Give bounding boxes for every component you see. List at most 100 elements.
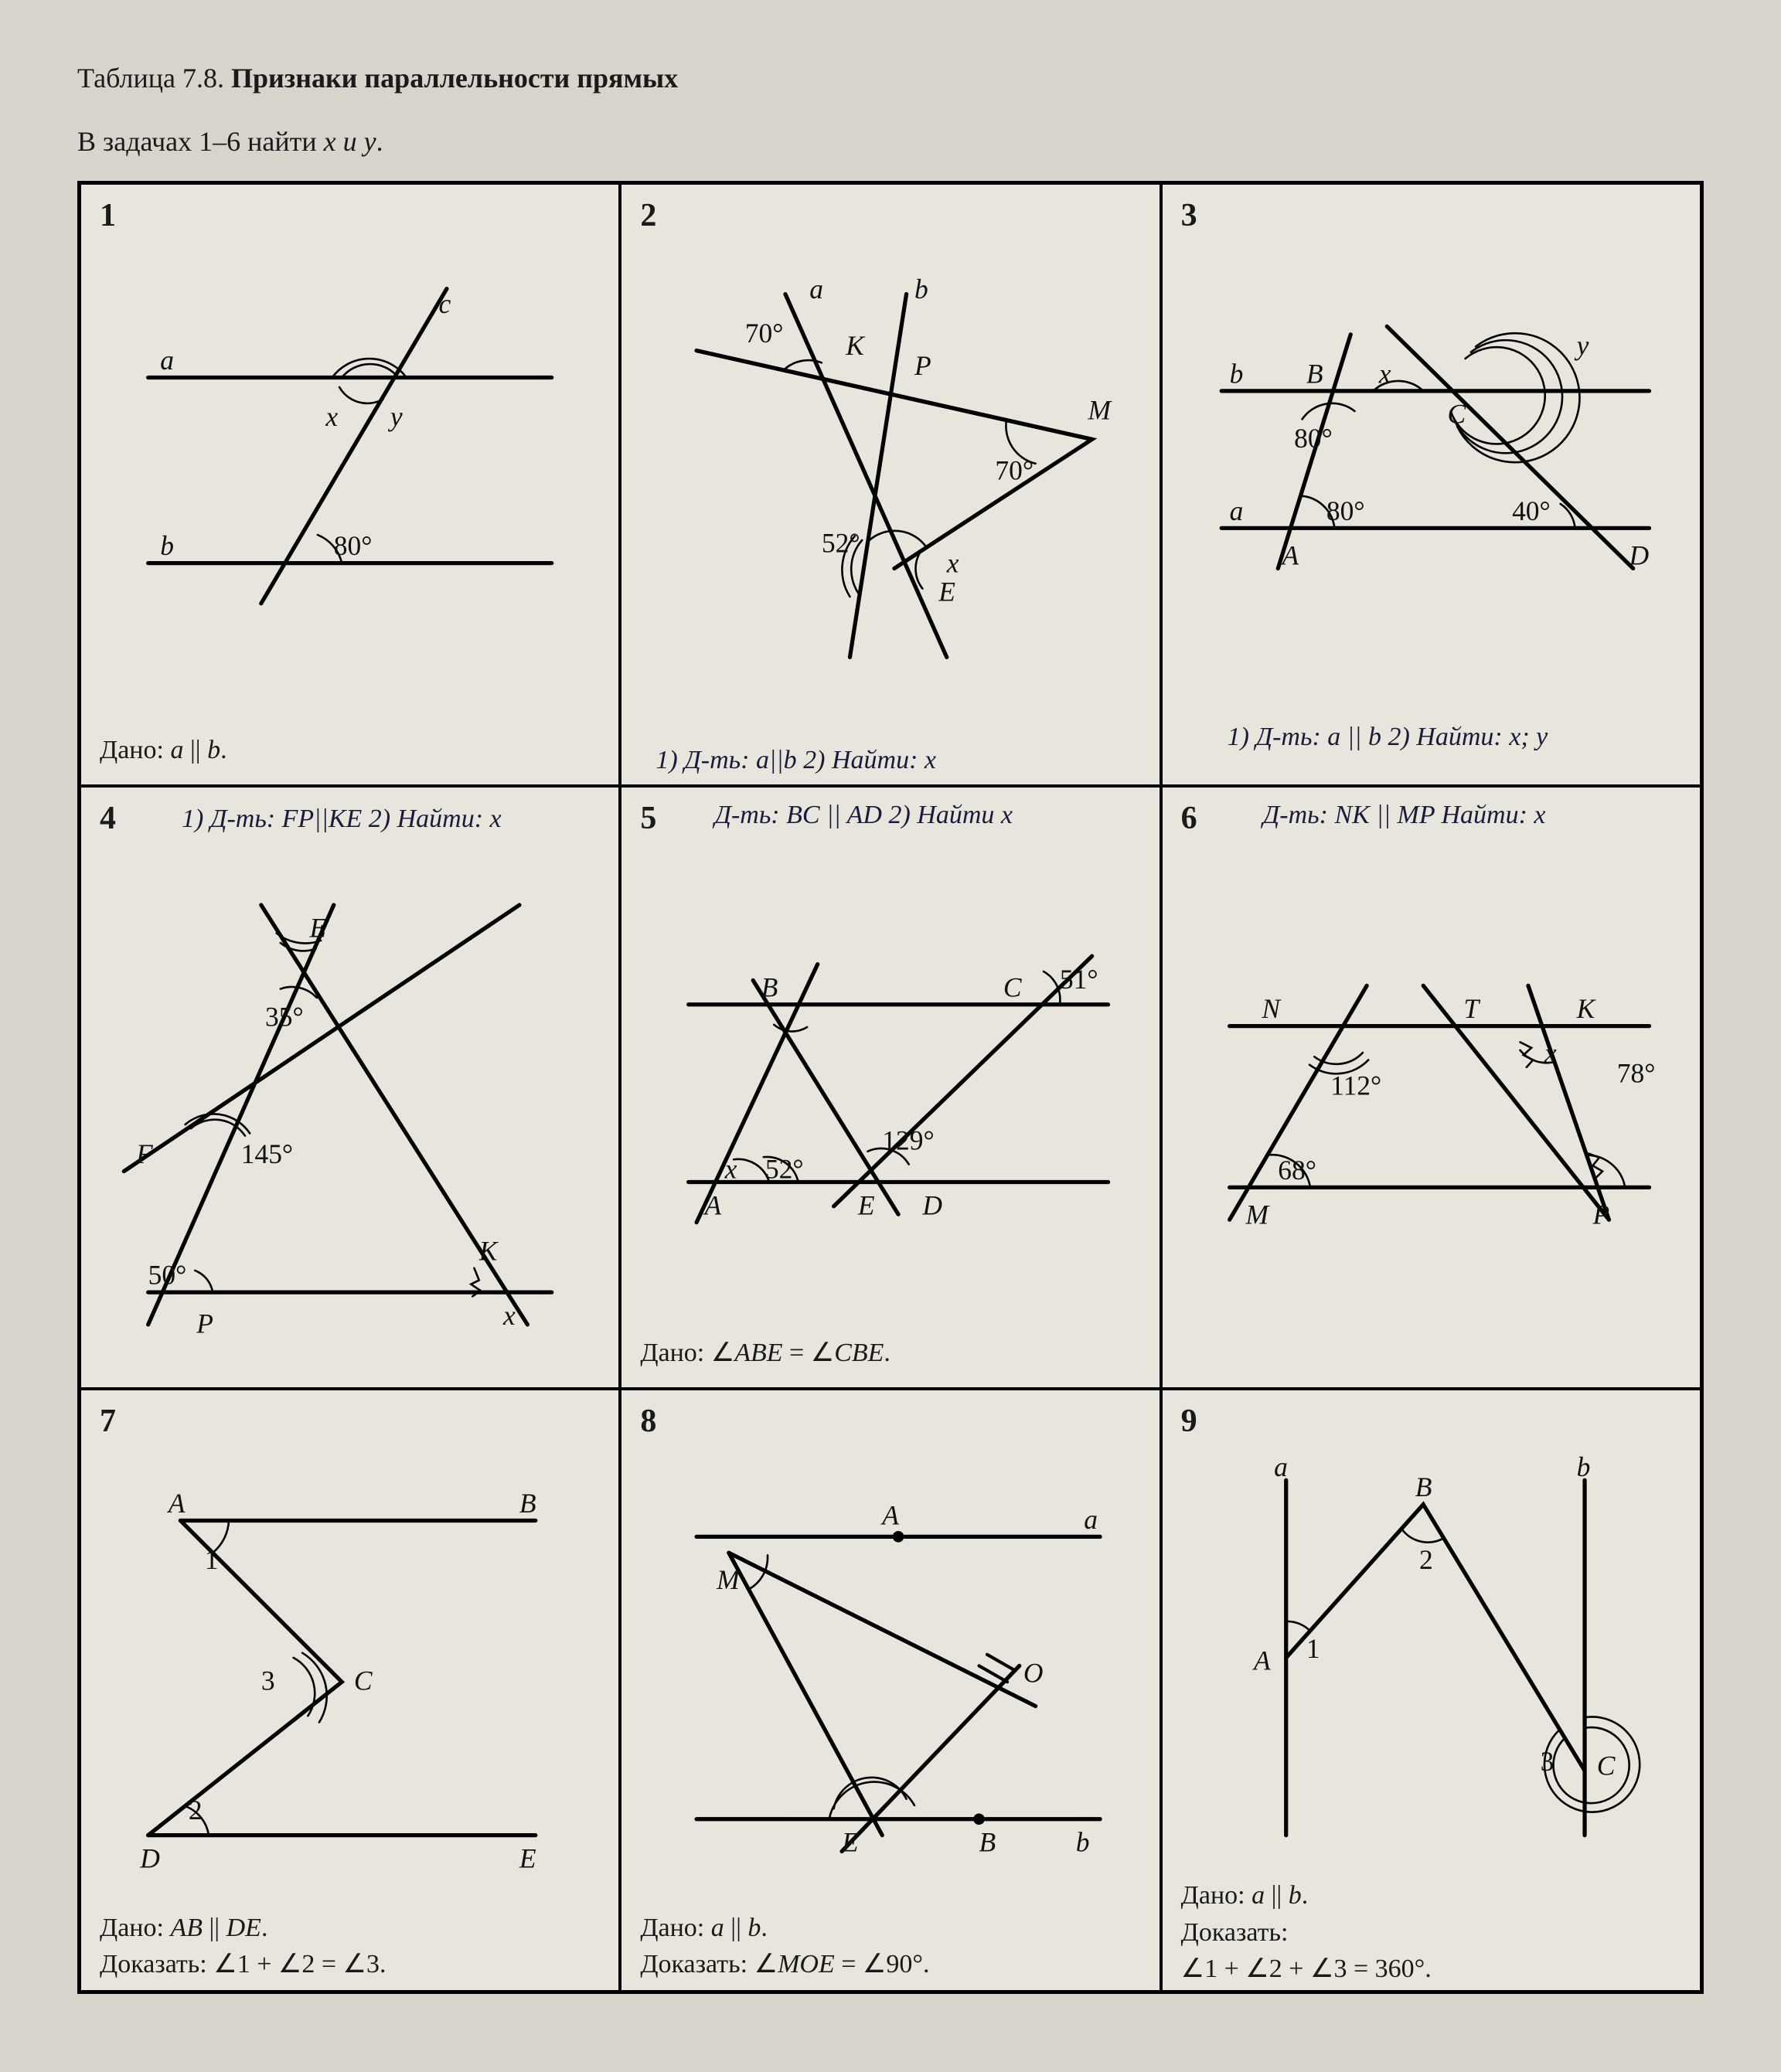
- caption-8: Дано: a || b.Доказать: ∠MOE = ∠90°.: [640, 1910, 1140, 1983]
- svg-text:C: C: [1447, 399, 1466, 430]
- svg-text:b: b: [1076, 1827, 1090, 1858]
- svg-text:52°: 52°: [822, 528, 860, 559]
- svg-text:B: B: [1415, 1471, 1432, 1502]
- svg-text:80°: 80°: [1294, 423, 1333, 454]
- handwriting-5: Д-ть: BC || AD 2) Найти x: [714, 799, 1013, 832]
- svg-text:K: K: [846, 330, 867, 361]
- svg-text:A: A: [1252, 1645, 1271, 1676]
- svg-text:M: M: [717, 1564, 742, 1595]
- svg-text:35°: 35°: [265, 1002, 304, 1033]
- svg-text:P: P: [914, 350, 931, 381]
- cell-5: 5 Д-ть: BC || AD 2) Найти x B C A E D x: [620, 786, 1160, 1389]
- caption-5: Дано: ∠ABE = ∠CBE.: [640, 1335, 1140, 1372]
- svg-text:B: B: [519, 1488, 536, 1519]
- svg-text:E: E: [841, 1827, 859, 1858]
- svg-text:a: a: [1085, 1504, 1098, 1535]
- svg-text:y: y: [1574, 330, 1589, 361]
- cell-4: 4 1) Д-ть: FP||KE 2) Найти: x E F P K x: [80, 786, 620, 1389]
- svg-text:80°: 80°: [1326, 495, 1365, 526]
- svg-text:a: a: [810, 274, 824, 305]
- svg-text:145°: 145°: [241, 1138, 293, 1169]
- svg-text:1: 1: [205, 1544, 219, 1575]
- svg-text:A: A: [167, 1488, 186, 1519]
- cell-9: 9 a b B A C 1 2 3 Дано: a || b.Доказать:…: [1161, 1389, 1701, 1992]
- diagram-4: E F P K x 35° 145° 50°: [100, 842, 600, 1372]
- diagram-1: a b c x y 80°: [100, 239, 600, 726]
- svg-text:129°: 129°: [883, 1125, 935, 1156]
- svg-text:F: F: [135, 1138, 153, 1169]
- svg-text:M: M: [1245, 1199, 1270, 1230]
- svg-text:E: E: [938, 576, 956, 607]
- cell-number: 2: [640, 197, 656, 234]
- svg-text:78°: 78°: [1616, 1058, 1655, 1089]
- svg-text:O: O: [1023, 1657, 1044, 1688]
- title-label: Таблица 7.8.: [77, 63, 224, 94]
- title-main: Признаки параллельности прямых: [231, 63, 678, 94]
- handwriting-6: Д-ть: NK || MP Найти: x: [1263, 799, 1546, 832]
- svg-text:C: C: [1003, 971, 1022, 1002]
- cell-number: 7: [100, 1403, 116, 1440]
- svg-text:B: B: [979, 1827, 996, 1858]
- svg-text:b: b: [914, 274, 928, 305]
- svg-text:E: E: [519, 1842, 536, 1873]
- svg-text:b: b: [1576, 1451, 1590, 1482]
- svg-text:A: A: [1280, 539, 1299, 570]
- svg-text:A: A: [703, 1189, 722, 1220]
- diagram-9: a b B A C 1 2 3: [1181, 1444, 1681, 1871]
- cell-number: 9: [1181, 1403, 1197, 1440]
- svg-text:a: a: [1274, 1451, 1288, 1482]
- instruction-vars: x и y: [324, 126, 376, 157]
- svg-text:40°: 40°: [1512, 495, 1551, 526]
- svg-text:E: E: [308, 913, 326, 944]
- svg-text:C: C: [1596, 1750, 1615, 1781]
- svg-text:52°: 52°: [765, 1153, 804, 1184]
- svg-text:2: 2: [1419, 1544, 1433, 1575]
- svg-text:K: K: [1575, 993, 1596, 1024]
- svg-text:x: x: [325, 401, 338, 432]
- caption-7: Дано: AB || DE.Доказать: ∠1 + ∠2 = ∠3.: [100, 1910, 600, 1983]
- caption-1: Дано: a || b.: [100, 732, 600, 769]
- cell-3: 3 b a B C A D x y: [1161, 183, 1701, 786]
- cell-number: 6: [1181, 800, 1197, 837]
- svg-text:P: P: [196, 1308, 213, 1339]
- svg-text:3: 3: [261, 1665, 275, 1696]
- svg-text:x: x: [1543, 1038, 1556, 1069]
- svg-text:x: x: [1377, 358, 1391, 389]
- svg-text:80°: 80°: [334, 530, 373, 561]
- cell-number: 8: [640, 1403, 656, 1440]
- diagram-5: B C A E D x 51° 52° 129°: [640, 842, 1140, 1329]
- svg-text:M: M: [1088, 394, 1113, 425]
- page-title: Таблица 7.8. Признаки параллельности пря…: [77, 62, 1704, 94]
- svg-text:x: x: [502, 1300, 516, 1331]
- svg-text:x: x: [946, 548, 959, 579]
- instruction: В задачах 1–6 найти x и y.: [77, 125, 1704, 158]
- svg-text:70°: 70°: [745, 318, 784, 349]
- cell-number: 4: [100, 800, 116, 837]
- svg-text:x: x: [724, 1153, 737, 1184]
- svg-text:c: c: [439, 288, 451, 319]
- cell-number: 1: [100, 197, 116, 234]
- cell-2: 2 a b K P M E 70° 70° 52°: [620, 183, 1160, 786]
- svg-text:b: b: [1229, 358, 1243, 389]
- svg-text:P: P: [1592, 1199, 1609, 1230]
- svg-text:a: a: [1229, 495, 1243, 526]
- svg-text:N: N: [1261, 993, 1282, 1024]
- diagram-7: A B C D E 1 3 2: [100, 1444, 600, 1904]
- svg-text:B: B: [761, 971, 778, 1002]
- handwriting-3: 1) Д-ть: a || b 2) Найти: x; y: [1228, 721, 1548, 754]
- svg-text:112°: 112°: [1330, 1070, 1381, 1101]
- diagram-8: A a M O E B b: [640, 1444, 1140, 1904]
- instruction-prefix: В задачах 1–6 найти: [77, 126, 324, 157]
- diagram-3: b a B C A D x y 80° 80° 40° 1) Д-ть: a |…: [1181, 239, 1681, 769]
- cell-1: 1 a b c x y 80° Дано: a || b.: [80, 183, 620, 786]
- svg-text:1: 1: [1306, 1633, 1320, 1664]
- cell-7: 7 A B C D E 1 3 2 Дано: AB || DE.Доказат…: [80, 1389, 620, 1992]
- svg-text:2: 2: [189, 1795, 203, 1825]
- svg-text:D: D: [922, 1189, 943, 1220]
- svg-text:3: 3: [1540, 1746, 1554, 1777]
- svg-text:y: y: [388, 401, 403, 432]
- instruction-suffix: .: [376, 126, 383, 157]
- svg-text:A: A: [881, 1500, 900, 1531]
- svg-text:D: D: [1628, 539, 1649, 570]
- cell-6: 6 Д-ть: NK || MP Найти: x N T K M P: [1161, 786, 1701, 1389]
